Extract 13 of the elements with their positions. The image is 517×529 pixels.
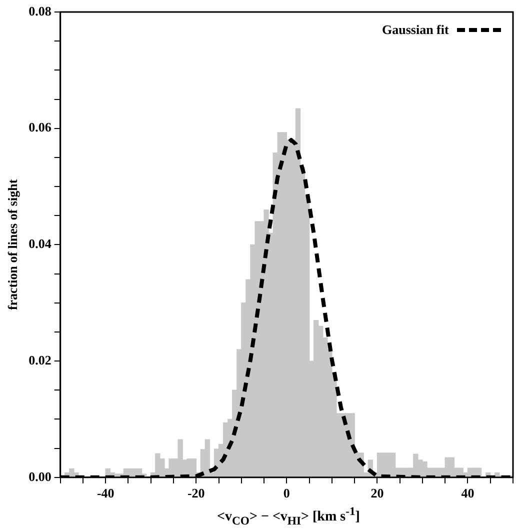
y-tick-label: 0.02 [28, 352, 52, 368]
y-tick-label: 0.08 [28, 3, 52, 18]
y-axis-title: fraction of lines of sight [5, 178, 20, 310]
y-tick-label: 0.00 [28, 468, 52, 484]
x-tick-label: -20 [187, 486, 205, 501]
x-axis-title: <v$_{CO}$> − <v$_{HI}$> [km s$^{-1}$] [216, 505, 361, 528]
x-tick-label: 20 [370, 486, 384, 501]
x-tick-label: -40 [96, 486, 114, 501]
y-tick-label: 0.06 [28, 120, 52, 135]
x-tick-label: 0 [283, 486, 290, 501]
x-tick-label: 40 [461, 486, 474, 501]
y-tick-label: 0.04 [28, 236, 52, 252]
legend-label: Gaussian fit [382, 22, 449, 38]
